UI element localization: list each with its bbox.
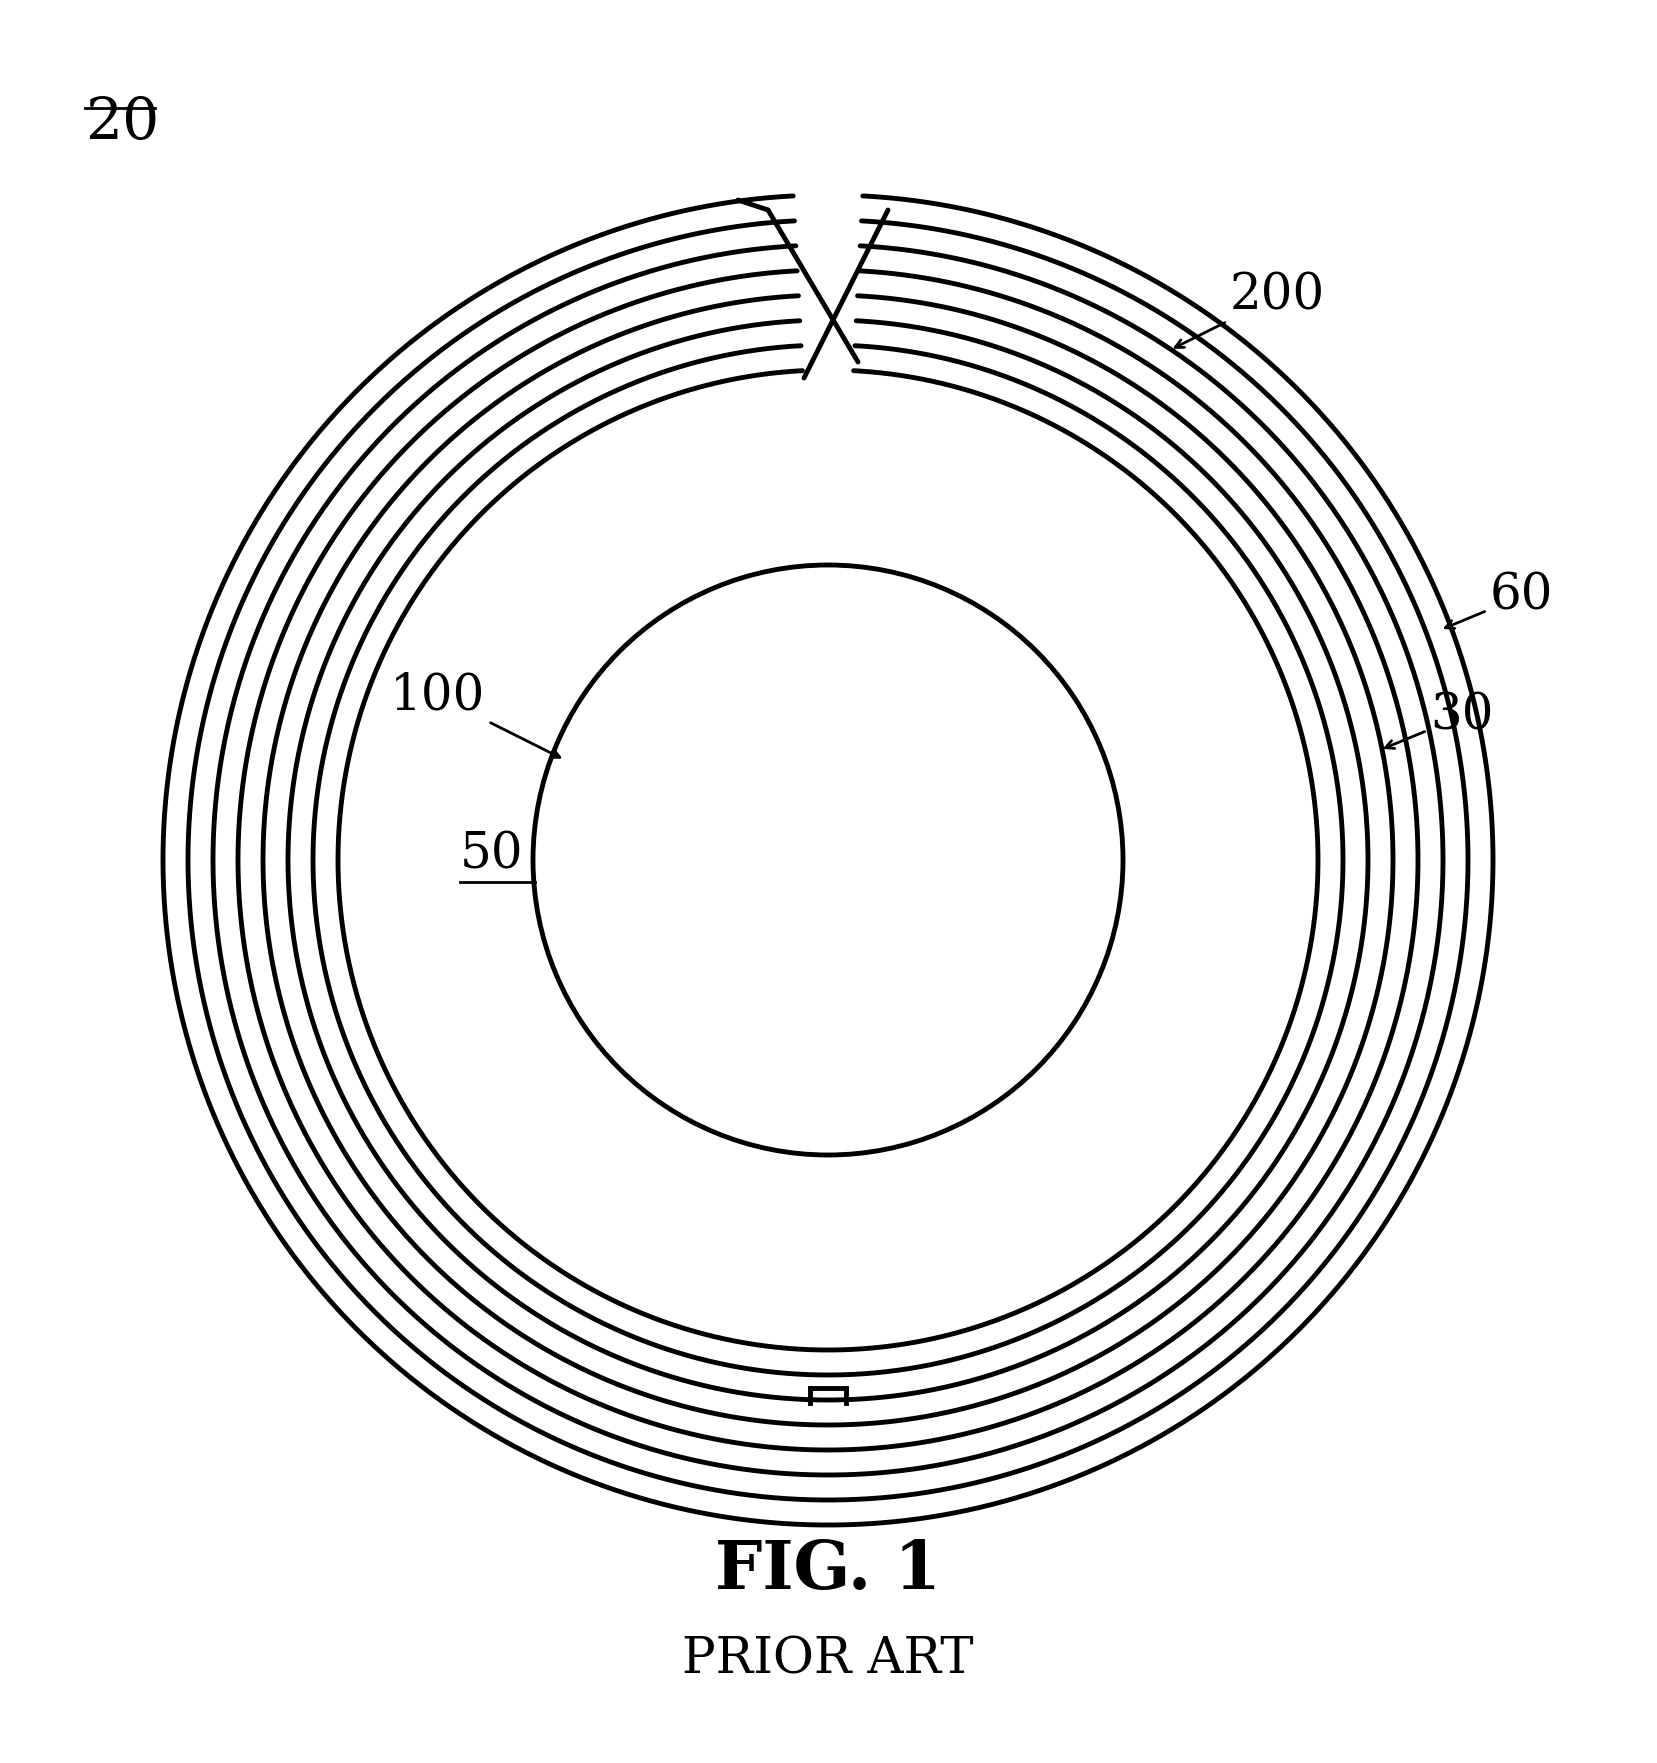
Text: 20: 20 [85,95,159,152]
Text: 100: 100 [389,672,560,758]
Text: 50: 50 [461,830,524,880]
Text: 60: 60 [1445,571,1554,628]
Text: 30: 30 [1385,691,1493,749]
Text: FIG. 1: FIG. 1 [716,1537,941,1603]
Text: 200: 200 [1175,272,1326,347]
Text: PRIOR ART: PRIOR ART [683,1636,974,1685]
